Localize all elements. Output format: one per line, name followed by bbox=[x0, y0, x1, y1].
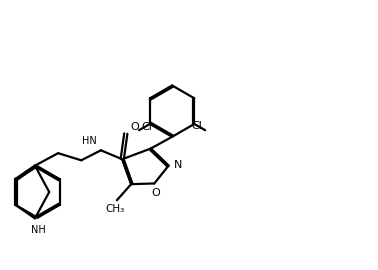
Text: NH: NH bbox=[31, 225, 46, 235]
Text: Cl: Cl bbox=[141, 122, 152, 132]
Text: HN: HN bbox=[82, 136, 97, 146]
Text: O: O bbox=[130, 122, 139, 132]
Text: O: O bbox=[152, 188, 161, 198]
Text: Cl: Cl bbox=[192, 121, 203, 131]
Text: CH₃: CH₃ bbox=[105, 204, 125, 214]
Text: N: N bbox=[174, 160, 182, 170]
